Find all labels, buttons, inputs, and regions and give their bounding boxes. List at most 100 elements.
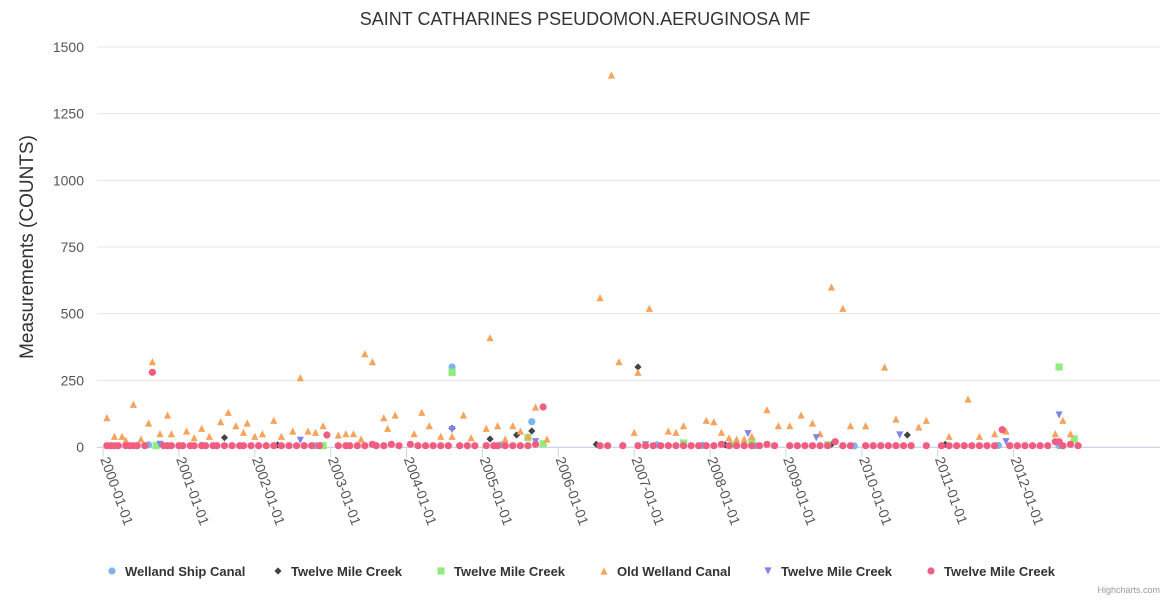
data-points — [103, 71, 1082, 450]
legend-item[interactable]: Twelve Mile Creek — [927, 564, 1056, 579]
data-point — [733, 442, 741, 450]
data-point — [459, 411, 468, 419]
data-point — [482, 442, 490, 450]
data-point — [892, 442, 900, 450]
data-point — [395, 442, 403, 450]
data-point — [740, 435, 748, 443]
legend-item[interactable]: Old Welland Canal — [600, 564, 731, 579]
data-point — [748, 438, 756, 446]
data-point — [224, 408, 232, 416]
data-point — [190, 442, 198, 450]
x-tick-label: 2008-01-01 — [704, 455, 744, 528]
data-point — [619, 442, 627, 450]
data-point — [308, 442, 316, 450]
data-point — [463, 442, 471, 450]
data-point — [482, 424, 490, 432]
data-point — [509, 442, 517, 450]
data-point — [896, 431, 904, 439]
data-point — [1066, 440, 1075, 448]
data-point — [334, 431, 342, 439]
data-point — [839, 442, 847, 450]
x-tick-label: 2012-01-01 — [1008, 455, 1048, 528]
data-point — [361, 350, 369, 358]
data-point — [816, 442, 824, 450]
data-point — [289, 427, 297, 435]
data-point — [198, 424, 206, 432]
data-point — [755, 442, 763, 450]
legend-item[interactable]: Twelve Mile Creek — [437, 564, 566, 579]
data-point — [710, 442, 718, 450]
x-tick-label: 2002-01-01 — [249, 455, 289, 528]
data-point — [786, 442, 794, 450]
data-point — [846, 442, 855, 450]
data-point — [968, 442, 976, 450]
data-point — [262, 442, 270, 450]
data-point — [425, 422, 433, 430]
data-point — [232, 422, 240, 430]
data-point — [148, 358, 156, 366]
data-point — [357, 435, 365, 443]
x-tick-label: 2000-01-01 — [97, 455, 137, 528]
y-tick-label: 500 — [61, 306, 85, 322]
data-point — [717, 440, 726, 448]
data-point — [372, 442, 380, 450]
data-point — [471, 442, 479, 450]
data-point — [524, 442, 532, 450]
data-point — [1055, 363, 1063, 371]
data-point — [531, 440, 540, 448]
data-point — [869, 442, 877, 450]
data-point — [251, 432, 259, 440]
data-point — [975, 432, 984, 440]
data-point — [467, 434, 475, 442]
data-point — [702, 416, 710, 424]
data-point — [311, 428, 320, 436]
data-point — [141, 442, 149, 450]
data-point — [285, 442, 293, 450]
data-point — [524, 432, 532, 440]
data-point — [729, 441, 737, 449]
data-point — [300, 442, 308, 450]
legend-label: Welland Ship Canal — [125, 564, 245, 579]
data-point — [880, 363, 889, 371]
legend-item[interactable]: Twelve Mile Creek — [274, 564, 403, 579]
data-point — [687, 442, 695, 450]
data-point — [129, 400, 138, 408]
data-point — [437, 432, 445, 440]
data-point — [361, 442, 369, 450]
legend-label: Twelve Mile Creek — [781, 564, 893, 579]
chart-title: SAINT CATHARINES PSEUDOMON.AERUGINOSA MF — [360, 9, 810, 29]
data-point — [634, 363, 642, 371]
data-point — [793, 442, 801, 450]
legend-label: Twelve Mile Creek — [944, 564, 1056, 579]
legend-item[interactable]: Twelve Mile Creek — [764, 564, 893, 579]
x-tick-label: 2009-01-01 — [780, 455, 820, 528]
data-point — [1021, 442, 1029, 450]
legend-item[interactable]: Welland Ship Canal — [108, 564, 245, 579]
data-point — [664, 427, 672, 435]
y-tick-label: 1500 — [53, 39, 84, 55]
data-point — [1002, 438, 1010, 446]
data-point — [213, 442, 221, 450]
y-tick-labels: 0 250 500 750 1000 1250 1500 — [53, 39, 84, 455]
data-point — [270, 416, 278, 424]
grid-lines — [97, 46, 1160, 448]
data-point — [877, 442, 885, 450]
chart-credit[interactable]: Highcharts.com — [1097, 585, 1160, 595]
data-point — [296, 374, 304, 382]
data-point — [531, 403, 540, 411]
x-tick-label: 2006-01-01 — [552, 455, 592, 528]
data-point — [763, 406, 771, 414]
data-point — [220, 442, 229, 450]
data-point — [824, 442, 832, 450]
data-point — [217, 418, 225, 426]
data-point — [292, 442, 301, 450]
x-tick-label: 2007-01-01 — [628, 455, 668, 528]
data-point — [1002, 427, 1010, 435]
legend[interactable]: Welland Ship Canal Twelve Mile Creek Twelv… — [108, 564, 1056, 579]
data-point — [239, 442, 248, 450]
data-point — [1070, 435, 1078, 443]
data-point — [695, 442, 703, 450]
data-point — [494, 422, 502, 430]
data-point — [277, 432, 285, 440]
